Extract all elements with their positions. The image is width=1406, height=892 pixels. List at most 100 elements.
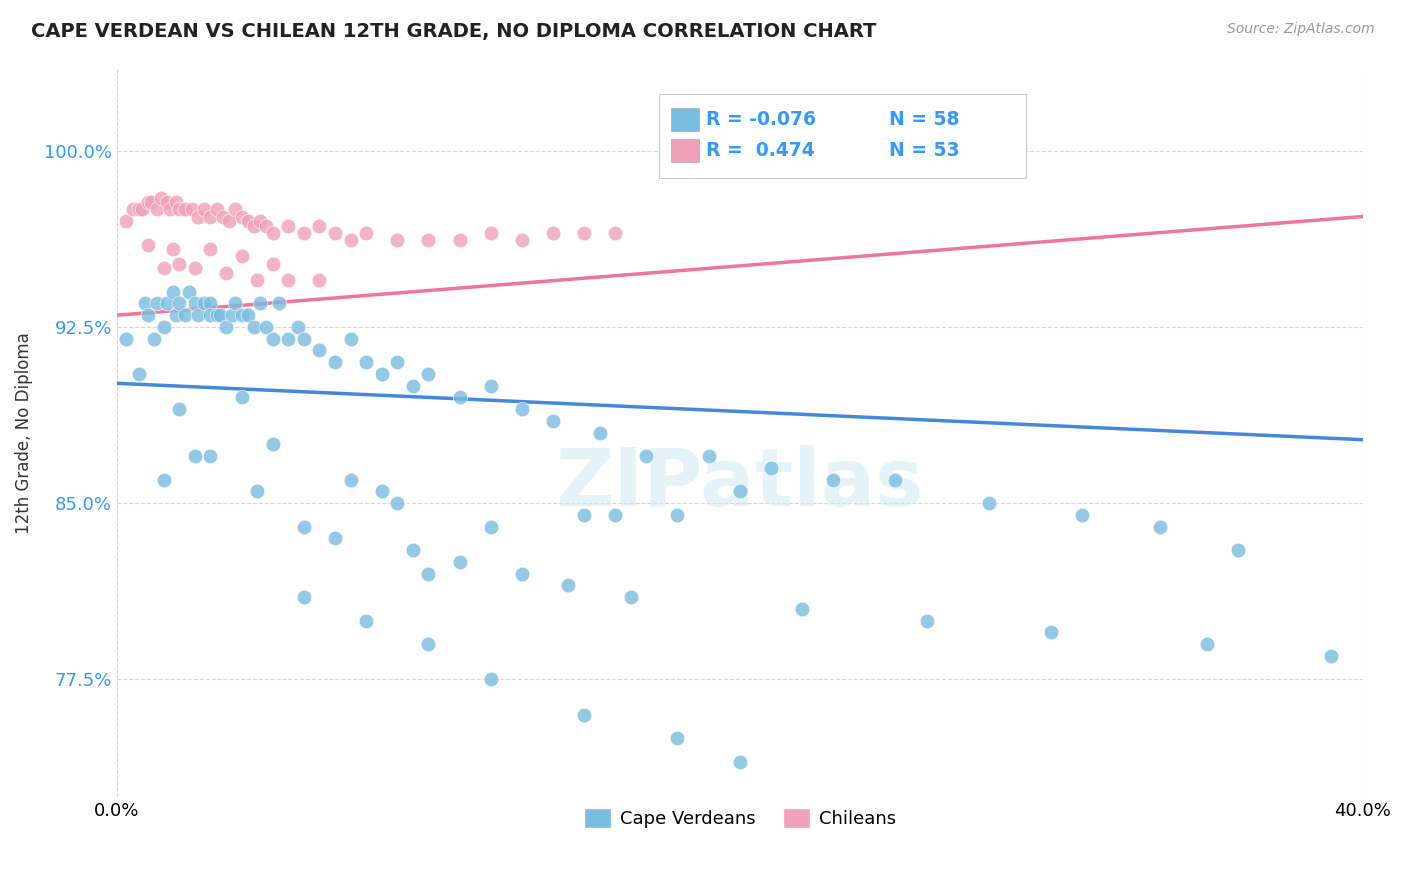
Point [479, 226, 502, 240]
Point [184, 261, 207, 276]
Point [370, 367, 392, 381]
Point [200, 449, 222, 463]
Point [541, 414, 564, 428]
Point [339, 473, 361, 487]
Point [208, 308, 231, 322]
Point [167, 296, 190, 310]
Text: N = 53: N = 53 [889, 141, 960, 161]
Point [143, 332, 166, 346]
Point [1071, 508, 1094, 522]
Point [256, 219, 278, 233]
Point [636, 449, 658, 463]
Point [246, 484, 269, 499]
Point [292, 590, 315, 604]
Point [115, 332, 138, 346]
Point [200, 210, 222, 224]
Point [231, 250, 253, 264]
Point [136, 237, 159, 252]
Point [449, 555, 471, 569]
Point [666, 731, 689, 745]
Point [136, 308, 159, 322]
Point [323, 532, 346, 546]
Text: N = 58: N = 58 [889, 110, 960, 129]
Point [479, 673, 502, 687]
Point [387, 233, 409, 247]
Point [308, 219, 330, 233]
Text: R =  0.474: R = 0.474 [706, 141, 815, 161]
Point [224, 202, 246, 217]
Text: R = -0.076: R = -0.076 [706, 110, 815, 129]
Point [287, 320, 309, 334]
Point [339, 233, 361, 247]
Point [200, 308, 222, 322]
Point [141, 195, 163, 210]
Point [308, 273, 330, 287]
Point [339, 332, 361, 346]
Y-axis label: 12th Grade, No Diploma: 12th Grade, No Diploma [15, 332, 32, 533]
Point [449, 391, 471, 405]
Point [187, 308, 209, 322]
Point [697, 449, 720, 463]
Point [262, 226, 284, 240]
Point [224, 296, 246, 310]
Point [418, 367, 440, 381]
Point [165, 195, 187, 210]
Point [162, 285, 184, 299]
Point [218, 214, 240, 228]
Point [402, 378, 425, 392]
Point [572, 226, 595, 240]
Point [167, 402, 190, 417]
Point [308, 343, 330, 358]
Point [449, 233, 471, 247]
Point [121, 202, 143, 217]
Point [193, 202, 215, 217]
Point [152, 473, 174, 487]
Point [146, 202, 169, 217]
Point [134, 296, 156, 310]
Point [387, 496, 409, 510]
Point [256, 320, 278, 334]
Point [200, 296, 222, 310]
Point [174, 308, 197, 322]
Point [605, 508, 627, 522]
Point [243, 219, 266, 233]
Point [418, 566, 440, 581]
Point [267, 296, 290, 310]
Point [115, 214, 138, 228]
Point [790, 602, 813, 616]
Point [211, 210, 233, 224]
Point [136, 195, 159, 210]
Point [231, 210, 253, 224]
Point [146, 296, 169, 310]
Point [215, 266, 238, 280]
Point [884, 473, 907, 487]
Point [167, 256, 190, 270]
Point [370, 484, 392, 499]
Point [156, 195, 179, 210]
Point [915, 614, 938, 628]
Point [354, 355, 377, 369]
Text: Source: ZipAtlas.com: Source: ZipAtlas.com [1227, 22, 1375, 37]
Point [249, 296, 271, 310]
Point [977, 496, 1000, 510]
Point [184, 449, 207, 463]
Point [418, 637, 440, 651]
FancyBboxPatch shape [659, 94, 1026, 178]
Point [1149, 519, 1171, 533]
Point [205, 202, 228, 217]
Point [1320, 648, 1343, 663]
Point [510, 233, 533, 247]
Point [510, 402, 533, 417]
Point [262, 332, 284, 346]
Point [728, 484, 751, 499]
Point [728, 755, 751, 769]
Point [159, 202, 181, 217]
Point [246, 273, 269, 287]
Point [1040, 625, 1063, 640]
Point [292, 226, 315, 240]
Point [162, 243, 184, 257]
Point [557, 578, 579, 592]
Point [759, 461, 782, 475]
Point [605, 226, 627, 240]
Point [823, 473, 845, 487]
